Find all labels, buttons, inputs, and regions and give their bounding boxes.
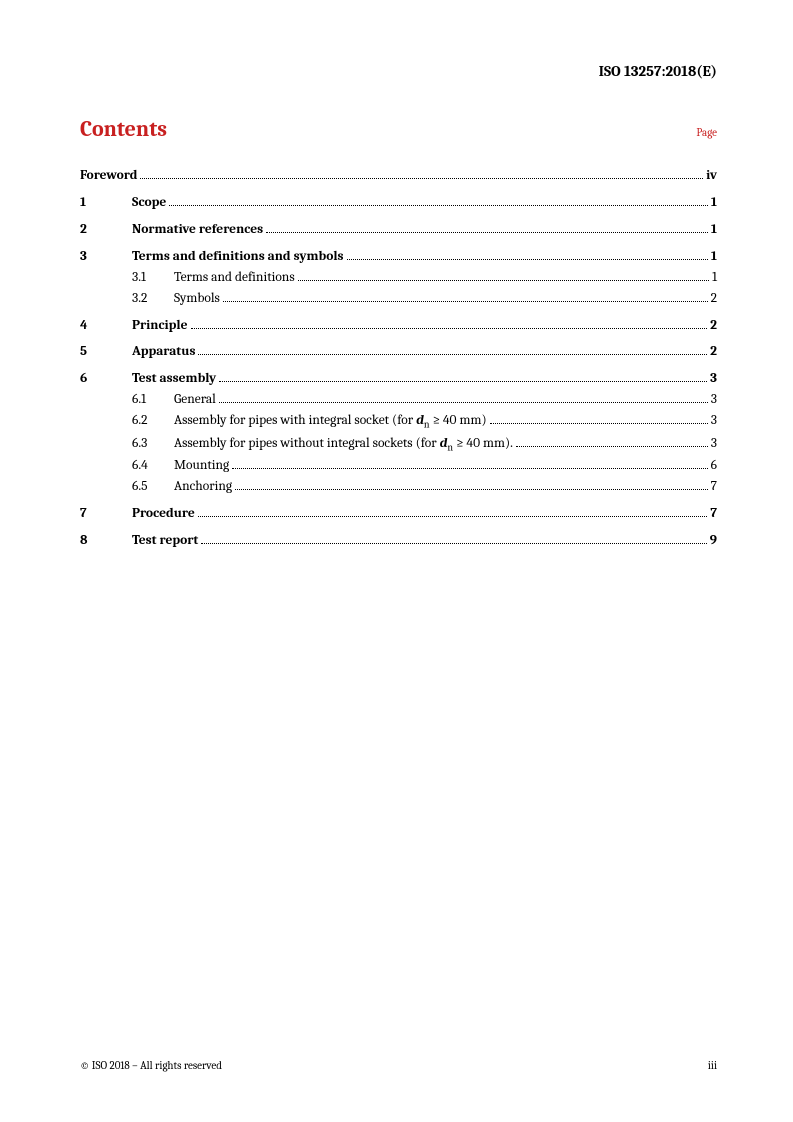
toc-leader-dots <box>232 468 707 469</box>
toc-entry-title: Principle <box>132 316 188 337</box>
toc-leader-dots <box>201 543 706 544</box>
toc-leader-dots <box>140 178 703 179</box>
toc-leader-dots <box>198 354 707 355</box>
toc-entry-number: 1 <box>80 193 132 214</box>
footer: © ISO 2018 – All rights reserved iii <box>80 1059 717 1072</box>
toc-entry-number: 4 <box>80 316 132 337</box>
toc-leader-dots <box>266 232 708 233</box>
toc-sub-number: 6.1 <box>132 390 174 411</box>
toc-section: 7 Procedure 7 <box>80 504 717 525</box>
toc-subline: 3.2 Symbols 2 <box>80 289 717 310</box>
standard-id: ISO 13257:2018(E) <box>80 62 717 80</box>
toc-sub-number: 3.2 <box>132 289 174 310</box>
toc-line: 2 Normative references 1 <box>80 220 717 241</box>
page: ISO 13257:2018(E) Contents Page Foreword… <box>0 0 793 1122</box>
toc-subline: 6.5 Anchoring 7 <box>80 477 717 498</box>
toc-leader-dots <box>198 516 708 517</box>
toc-subline: 6.1 General 3 <box>80 390 717 411</box>
toc-leader-dots <box>347 259 708 260</box>
toc-entry-number: 6 <box>80 369 132 390</box>
toc-sub-title: Assembly for pipes without integral sock… <box>174 434 513 456</box>
toc-section: 4 Principle 2 <box>80 316 717 337</box>
toc-line: 7 Procedure 7 <box>80 504 717 525</box>
toc-sub-page: 6 <box>711 456 717 477</box>
toc-sub-title: Anchoring <box>174 477 232 498</box>
contents-header: Contents Page <box>80 116 717 142</box>
toc-sub-page: 7 <box>711 477 717 498</box>
toc-entry-number: 7 <box>80 504 132 525</box>
toc-line: 6 Test assembly 3 <box>80 369 717 390</box>
toc-entry-page: 2 <box>710 316 717 337</box>
page-number: iii <box>708 1059 717 1072</box>
toc-entry-page: iv <box>706 166 717 187</box>
toc-entry-page: 2 <box>710 342 717 363</box>
toc-entry-title: Test report <box>132 531 198 552</box>
toc-sub-page: 1 <box>712 268 717 289</box>
toc-line: 4 Principle 2 <box>80 316 717 337</box>
toc-sub-page: 3 <box>711 411 717 432</box>
toc-section: 3 Terms and definitions and symbols 1 3.… <box>80 247 717 310</box>
toc-sub-title: General <box>174 390 216 411</box>
table-of-contents: Foreword iv 1 Scope 1 2 Normative refere… <box>80 166 717 552</box>
toc-leader-dots <box>191 328 708 329</box>
toc-leader-dots <box>235 489 708 490</box>
toc-section: 6 Test assembly 3 6.1 General 3 6.2 Asse… <box>80 369 717 497</box>
toc-entry-title: Test assembly <box>132 369 216 390</box>
toc-entry-title: Procedure <box>132 504 195 525</box>
toc-entry-title: Normative references <box>132 220 263 241</box>
toc-leader-dots <box>223 301 708 302</box>
toc-sub-page: 3 <box>711 434 717 455</box>
toc-sub-title: Assembly for pipes with integral socket … <box>174 411 487 433</box>
toc-entry-number: 3 <box>80 247 132 268</box>
toc-subline: 6.4 Mounting 6 <box>80 456 717 477</box>
toc-entry-number: 2 <box>80 220 132 241</box>
toc-foreword: Foreword iv <box>80 166 717 187</box>
toc-entry-title: Terms and definitions and symbols <box>132 247 344 268</box>
toc-leader-dots <box>219 381 707 382</box>
toc-sub-title: Mounting <box>174 456 229 477</box>
copyright-text: © ISO 2018 – All rights reserved <box>80 1059 222 1072</box>
toc-section: 8 Test report 9 <box>80 531 717 552</box>
toc-section: 5 Apparatus 2 <box>80 342 717 363</box>
toc-entry-number: 8 <box>80 531 132 552</box>
toc-sub-number: 6.2 <box>132 411 174 432</box>
toc-sub-page: 2 <box>711 289 717 310</box>
toc-subline: 6.3 Assembly for pipes without integral … <box>80 434 717 456</box>
toc-entry-page: 3 <box>710 369 717 390</box>
toc-subline: 3.1 Terms and definitions 1 <box>80 268 717 289</box>
toc-line: 3 Terms and definitions and symbols 1 <box>80 247 717 268</box>
toc-entry-page: 1 <box>711 193 717 214</box>
toc-entry-title: Foreword <box>80 166 137 187</box>
toc-leader-dots <box>516 446 708 447</box>
toc-sub-number: 6.4 <box>132 456 174 477</box>
toc-section: 2 Normative references 1 <box>80 220 717 241</box>
toc-entry-title: Apparatus <box>132 342 195 363</box>
toc-entry-page: 1 <box>711 220 717 241</box>
toc-subline: 6.2 Assembly for pipes with integral soc… <box>80 411 717 433</box>
toc-line: 8 Test report 9 <box>80 531 717 552</box>
contents-title: Contents <box>80 116 167 142</box>
toc-line: 5 Apparatus 2 <box>80 342 717 363</box>
toc-entry-page: 1 <box>711 247 717 268</box>
toc-leader-dots <box>169 205 708 206</box>
toc-section: 1 Scope 1 <box>80 193 717 214</box>
page-column-label: Page <box>696 126 717 139</box>
toc-entry-title: Scope <box>132 193 166 214</box>
toc-line: Foreword iv <box>80 166 717 187</box>
toc-sub-title: Symbols <box>174 289 220 310</box>
toc-sub-number: 6.3 <box>132 434 174 455</box>
toc-entry-page: 9 <box>710 531 717 552</box>
toc-sub-page: 3 <box>711 390 717 411</box>
toc-leader-dots <box>490 423 708 424</box>
toc-entry-page: 7 <box>710 504 717 525</box>
toc-entry-number: 5 <box>80 342 132 363</box>
toc-sub-number: 3.1 <box>132 268 174 289</box>
toc-sub-number: 6.5 <box>132 477 174 498</box>
toc-leader-dots <box>298 280 709 281</box>
toc-line: 1 Scope 1 <box>80 193 717 214</box>
toc-sub-title: Terms and definitions <box>174 268 295 289</box>
toc-leader-dots <box>219 402 708 403</box>
